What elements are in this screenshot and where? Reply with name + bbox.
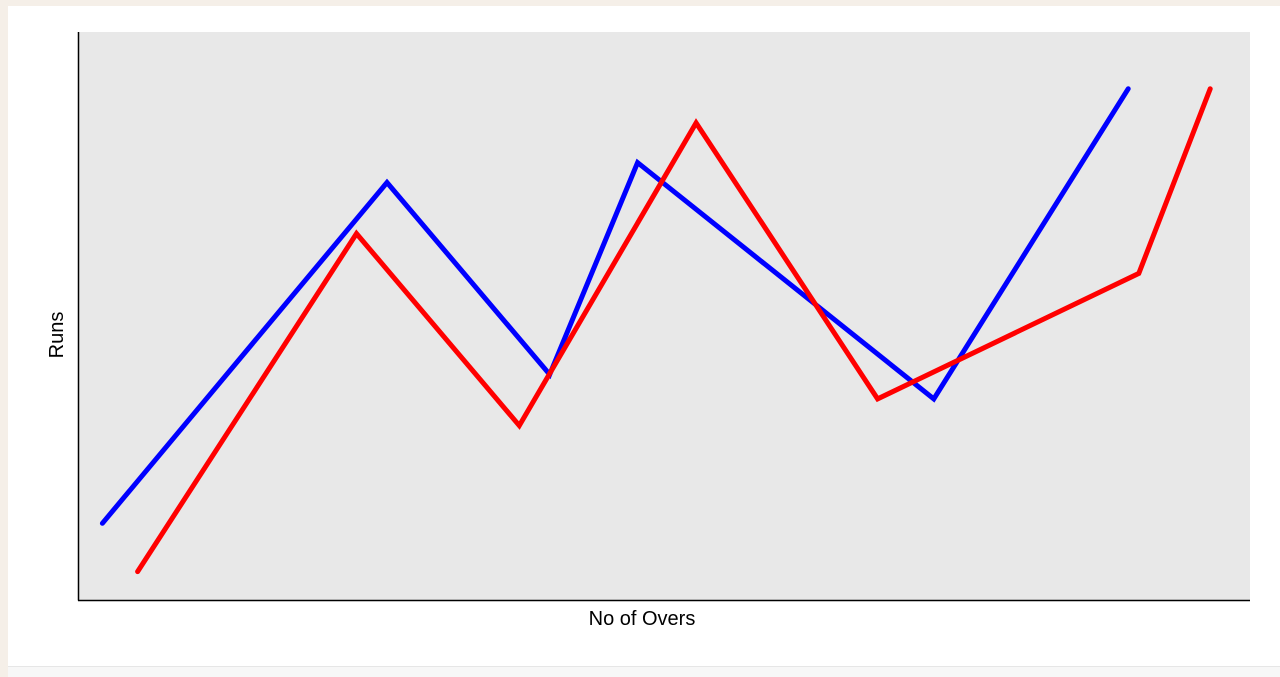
- bottom-strip: [8, 666, 1280, 677]
- y-axis-title: Runs: [46, 312, 68, 359]
- plot-background: [79, 32, 1250, 600]
- series-line-2: [135, 86, 1213, 575]
- series-line-1: [99, 86, 1131, 526]
- x-axis-title: No of Overs: [589, 608, 696, 630]
- series-layer: [99, 86, 1213, 575]
